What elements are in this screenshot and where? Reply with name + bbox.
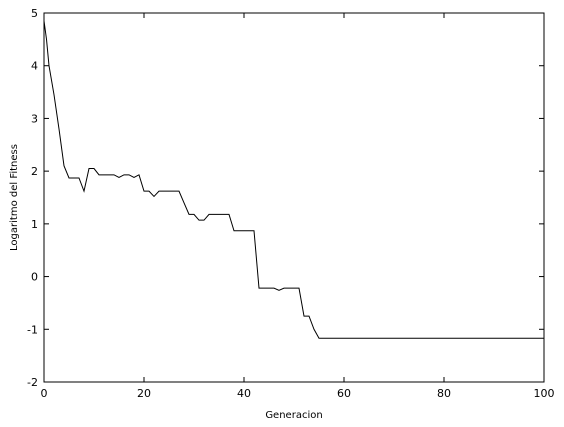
series-group bbox=[43, 20, 544, 339]
x-tick-label: 0 bbox=[41, 387, 48, 400]
y-tick-label: -2 bbox=[27, 376, 38, 389]
y-tick-label: 4 bbox=[31, 60, 38, 73]
y-tick-label: 0 bbox=[31, 271, 38, 284]
y-axis-title: Logaritmo del Fitness bbox=[9, 144, 20, 251]
x-tick-label: 60 bbox=[337, 387, 351, 400]
x-tick-label: 20 bbox=[137, 387, 151, 400]
y-tick-label: 3 bbox=[31, 112, 38, 125]
x-tick-label: 100 bbox=[534, 387, 555, 400]
tick-labels: 0 20 40 60 80 100 -2 -1 0 1 2 3 4 5 bbox=[27, 7, 554, 400]
y-tick-label: 1 bbox=[31, 218, 38, 231]
y-tick-label: -1 bbox=[27, 323, 38, 336]
axis-ticks bbox=[43, 12, 545, 383]
x-tick-label: 80 bbox=[437, 387, 451, 400]
x-axis-title: Generacion bbox=[265, 410, 322, 421]
x-tick-label: 40 bbox=[237, 387, 251, 400]
y-tick-label: 2 bbox=[31, 165, 38, 178]
plot-frame bbox=[43, 12, 545, 383]
series-line bbox=[43, 20, 544, 339]
y-tick-label: 5 bbox=[31, 7, 38, 20]
